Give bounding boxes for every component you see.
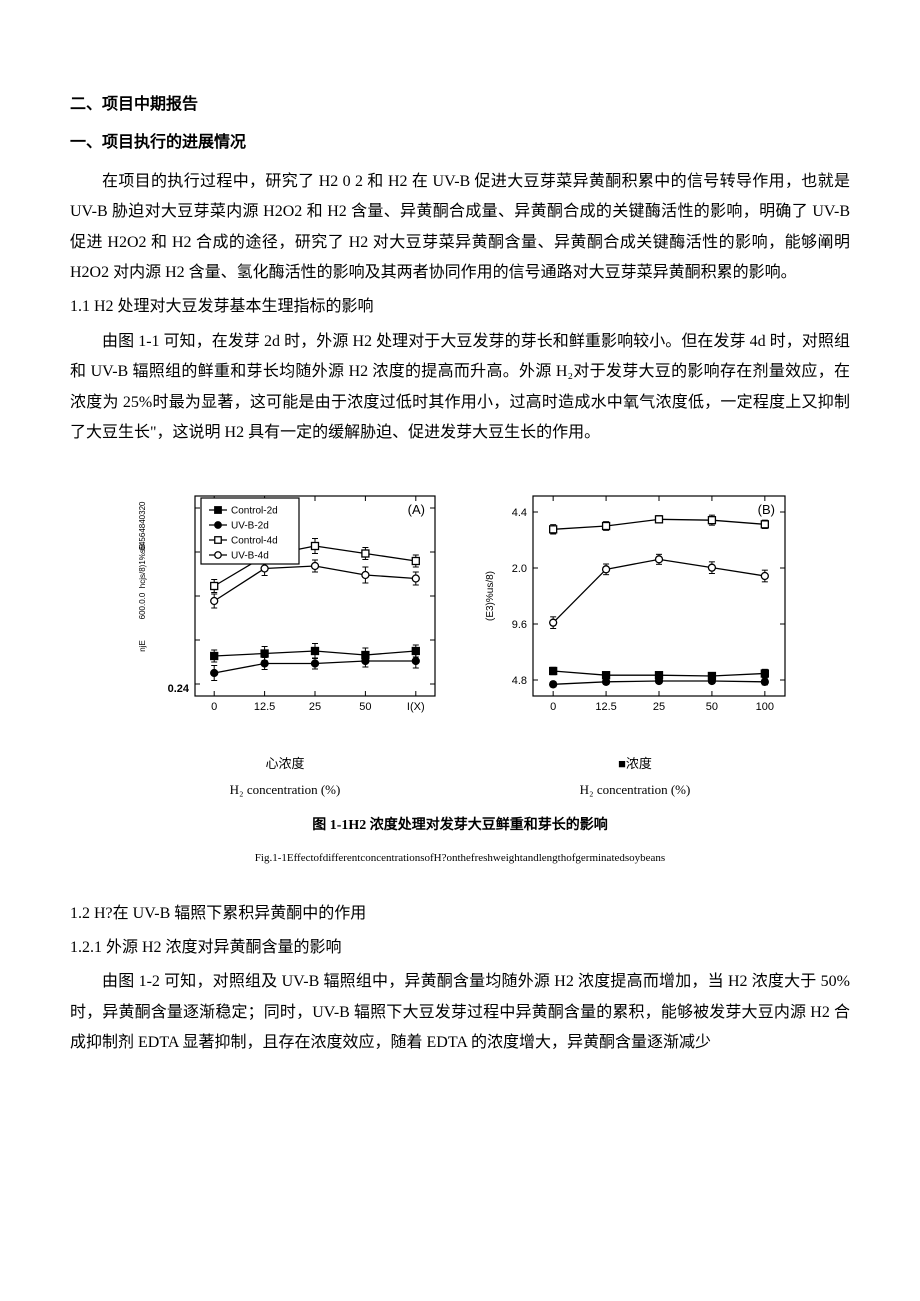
svg-text:(A): (A) bbox=[408, 502, 425, 517]
svg-text:50: 50 bbox=[359, 701, 371, 713]
svg-text:25: 25 bbox=[309, 701, 321, 713]
chart-a: 0 12.5 25 50 I(X) 0.24 (A) Control-2d UV-B-2d Con… bbox=[125, 478, 445, 738]
figure-1-1: 0 12.5 25 50 I(X) 0.24 (A) Control-2d UV-B-2d Con… bbox=[70, 478, 850, 803]
subsection-1-2-1-title: 1.2.1 外源 H2 浓度对异黄酮含量的影响 bbox=[70, 933, 850, 963]
intro-paragraph: 在项目的执行过程中，研究了 H2 0 2 和 H2 在 UV-B 促进大豆芽菜异… bbox=[70, 167, 850, 289]
svg-text:njE: njE bbox=[138, 641, 147, 653]
svg-text:(E3)%us/8): (E3)%us/8) bbox=[485, 571, 496, 621]
chart-a-wrapper: 0 12.5 25 50 I(X) 0.24 (A) Control-2d UV-B-2d Con… bbox=[125, 478, 445, 803]
svg-text:9.6: 9.6 bbox=[512, 619, 527, 631]
svg-text:100: 100 bbox=[756, 701, 774, 713]
subsection-1-2-title: 1.2 H?在 UV-B 辐照下累积异黄酮中的作用 bbox=[70, 899, 850, 929]
chart-a-xlabel-en: H₂ concentration (%) bbox=[125, 778, 445, 803]
svg-text:Control-2d: Control-2d bbox=[231, 506, 278, 517]
svg-text:0.24: 0.24 bbox=[168, 683, 190, 695]
svg-text:12.5: 12.5 bbox=[254, 701, 275, 713]
svg-text:Control-4d: Control-4d bbox=[231, 536, 278, 547]
subsection-1-2-1-body: 由图 1-2 可知，对照组及 UV-B 辐照组中，异黄酮含量均随外源 H2 浓度… bbox=[70, 967, 850, 1058]
svg-text:64564840320: 64564840320 bbox=[138, 501, 147, 550]
figure-caption-cn: 图 1-1H2 浓度处理对发芽大豆鲜重和芽长的影响 bbox=[70, 813, 850, 840]
subsection-1-1-title: 1.1 H2 处理对大豆发芽基本生理指标的影响 bbox=[70, 292, 850, 322]
svg-text:25: 25 bbox=[653, 701, 665, 713]
svg-text:hcjs/8)1%sB: hcjs/8)1%sB bbox=[138, 544, 147, 588]
subsection-1-1-body: 由图 1-1 可知，在发芽 2d 时，外源 H2 处理对于大豆发芽的芽长和鲜重影… bbox=[70, 327, 850, 449]
svg-text:(B): (B) bbox=[758, 502, 775, 517]
figure-caption-en: Fig.1-1Effectofdifferentconcentrationsof… bbox=[70, 848, 850, 869]
svg-text:50: 50 bbox=[706, 701, 718, 713]
section-heading-2: 二、项目中期报告 bbox=[70, 90, 850, 120]
chart-b-wrapper: 0 12.5 25 50 100 4.4 2.0 9.6 4.8 (B) (E3)%us/8) ■浓… bbox=[475, 478, 795, 803]
svg-text:UV-B-2d: UV-B-2d bbox=[231, 521, 269, 532]
svg-text:0: 0 bbox=[211, 701, 217, 713]
svg-text:12.5: 12.5 bbox=[595, 701, 616, 713]
svg-text:0: 0 bbox=[550, 701, 556, 713]
chart-b: 0 12.5 25 50 100 4.4 2.0 9.6 4.8 (B) (E3)%us/8) bbox=[475, 478, 795, 738]
svg-text:UV-B-4d: UV-B-4d bbox=[231, 551, 269, 562]
section-heading-1: 一、项目执行的进展情况 bbox=[70, 128, 850, 158]
chart-b-xlabel-en: H₂ concentration (%) bbox=[475, 778, 795, 803]
svg-text:2.0: 2.0 bbox=[512, 563, 527, 575]
svg-text:4.4: 4.4 bbox=[512, 507, 527, 519]
svg-text:4.8: 4.8 bbox=[512, 675, 527, 687]
chart-a-xlabel-cn: 心浓度 bbox=[125, 752, 445, 777]
svg-text:600.0.0: 600.0.0 bbox=[138, 592, 147, 619]
svg-text:I(X): I(X) bbox=[407, 701, 425, 713]
chart-b-xlabel-cn: ■浓度 bbox=[475, 752, 795, 777]
